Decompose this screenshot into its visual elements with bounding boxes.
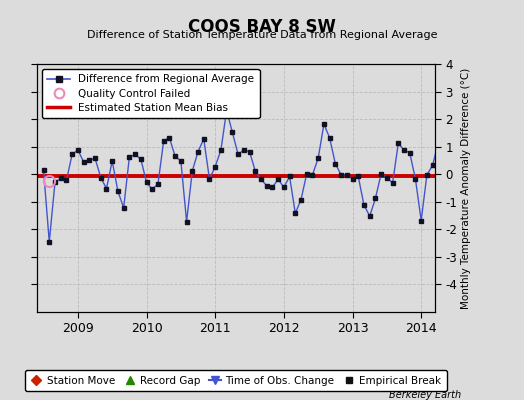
Legend: Difference from Regional Average, Quality Control Failed, Estimated Station Mean: Difference from Regional Average, Qualit… <box>42 69 259 118</box>
Legend: Station Move, Record Gap, Time of Obs. Change, Empirical Break: Station Move, Record Gap, Time of Obs. C… <box>25 370 447 391</box>
Text: Berkeley Earth: Berkeley Earth <box>389 390 461 400</box>
Text: COOS BAY 8 SW: COOS BAY 8 SW <box>188 18 336 36</box>
Y-axis label: Monthly Temperature Anomaly Difference (°C): Monthly Temperature Anomaly Difference (… <box>461 67 472 309</box>
Text: Difference of Station Temperature Data from Regional Average: Difference of Station Temperature Data f… <box>87 30 437 40</box>
